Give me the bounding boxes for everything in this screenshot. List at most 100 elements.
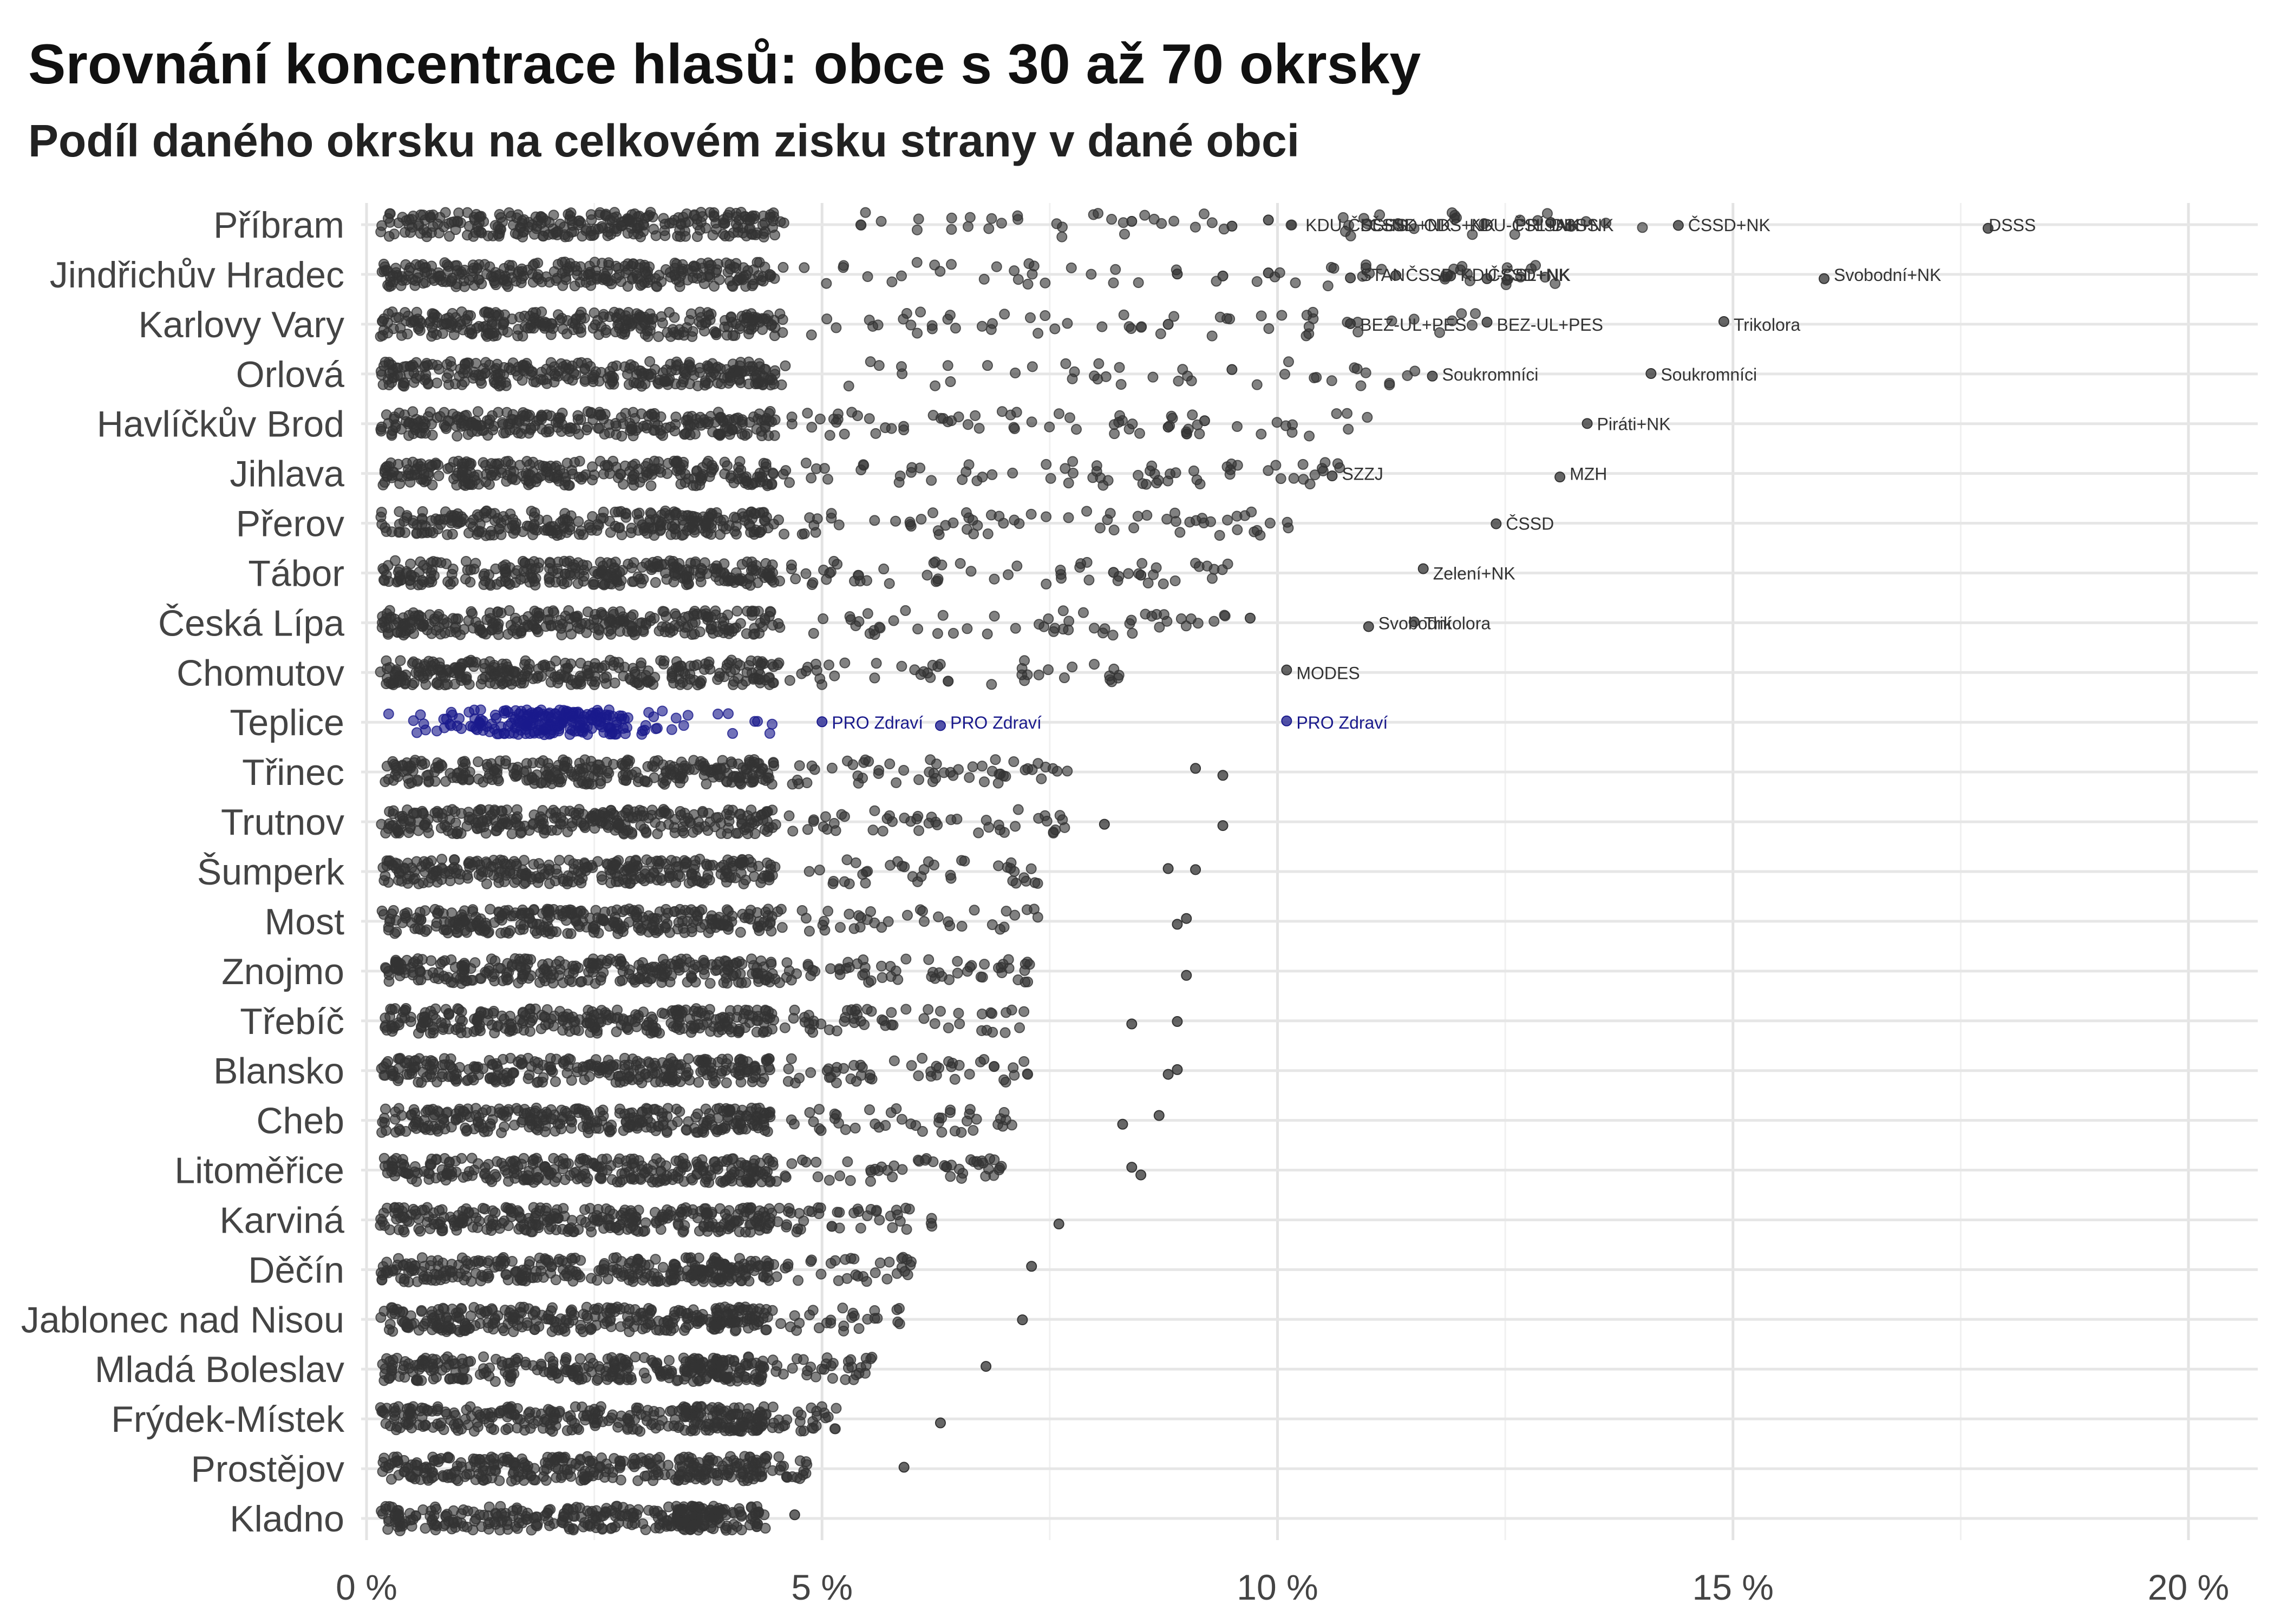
y-tick-label: Litoměřice xyxy=(174,1150,344,1191)
data-point xyxy=(1145,465,1156,476)
data-point xyxy=(451,260,462,271)
data-point xyxy=(390,823,402,834)
data-point xyxy=(527,456,539,468)
data-point xyxy=(826,508,837,519)
data-point xyxy=(948,517,959,528)
data-point xyxy=(636,578,647,589)
data-point xyxy=(1270,460,1282,471)
data-point xyxy=(472,855,483,867)
data-point xyxy=(740,874,752,886)
data-point xyxy=(417,209,429,221)
data-point xyxy=(423,769,434,781)
data-point xyxy=(1219,610,1230,621)
data-point xyxy=(803,926,815,937)
outlier-point xyxy=(1172,269,1183,280)
data-point xyxy=(653,456,664,468)
data-point xyxy=(548,727,559,738)
data-point xyxy=(912,876,923,887)
data-point xyxy=(776,379,787,390)
data-point xyxy=(1206,217,1218,228)
data-point xyxy=(556,623,567,634)
data-point xyxy=(540,271,552,283)
data-point xyxy=(679,815,691,827)
data-point xyxy=(786,411,798,423)
data-point xyxy=(814,414,826,425)
outlier-point xyxy=(1718,316,1729,327)
data-point xyxy=(1123,568,1134,579)
data-point xyxy=(531,376,542,388)
data-point xyxy=(399,409,410,421)
data-point xyxy=(654,809,665,820)
data-point xyxy=(575,658,586,669)
data-point xyxy=(735,618,746,629)
outlier-point xyxy=(1245,612,1256,624)
data-point xyxy=(655,655,666,666)
data-point xyxy=(878,564,890,575)
data-point xyxy=(601,858,612,869)
data-point xyxy=(976,320,988,332)
data-point xyxy=(485,903,496,915)
data-point xyxy=(553,776,564,788)
data-point xyxy=(652,828,663,840)
data-point xyxy=(967,761,978,772)
data-point xyxy=(1307,306,1318,318)
data-point xyxy=(622,369,633,380)
data-point xyxy=(483,479,495,490)
data-point xyxy=(1393,218,1404,229)
outlier-point xyxy=(1281,715,1292,726)
data-point xyxy=(682,710,694,721)
data-point xyxy=(548,607,560,618)
data-point xyxy=(501,407,513,418)
data-point xyxy=(694,366,705,378)
outlier-point xyxy=(1263,214,1274,226)
data-point xyxy=(869,629,880,640)
data-point xyxy=(808,816,819,827)
data-point xyxy=(582,422,593,433)
data-point xyxy=(948,770,959,781)
data-point xyxy=(894,470,906,482)
data-point xyxy=(631,508,643,520)
data-point xyxy=(821,313,833,325)
data-point xyxy=(983,223,995,234)
data-point xyxy=(411,414,422,425)
data-point xyxy=(854,575,866,587)
data-point xyxy=(1093,208,1104,219)
data-point xyxy=(1109,428,1120,440)
data-point xyxy=(926,475,937,486)
data-point xyxy=(587,862,598,873)
data-point xyxy=(547,323,559,334)
data-point xyxy=(727,804,739,816)
data-point xyxy=(755,274,767,286)
data-point xyxy=(459,376,470,388)
data-point xyxy=(1008,756,1020,768)
data-point xyxy=(473,817,484,828)
data-point xyxy=(487,424,499,436)
data-point xyxy=(633,679,645,690)
data-point xyxy=(1033,669,1044,680)
data-point xyxy=(441,664,453,676)
data-point xyxy=(631,222,643,234)
data-point xyxy=(654,858,665,869)
data-point xyxy=(628,361,639,372)
data-point xyxy=(821,278,832,289)
data-point xyxy=(992,777,1004,789)
data-point xyxy=(686,629,697,640)
data-point xyxy=(385,457,396,469)
data-point xyxy=(1025,508,1037,520)
y-tick-label: Třinec xyxy=(242,752,344,793)
data-point xyxy=(427,221,439,232)
data-point xyxy=(1600,218,1611,229)
outlier-point xyxy=(1217,270,1229,281)
data-point xyxy=(510,676,521,687)
data-point xyxy=(611,312,622,323)
data-point xyxy=(583,778,594,789)
data-point xyxy=(383,774,394,785)
data-point xyxy=(493,523,505,535)
data-point xyxy=(1148,213,1160,225)
data-point xyxy=(554,855,565,866)
data-point xyxy=(1173,375,1184,387)
data-point xyxy=(592,708,603,719)
data-point xyxy=(1532,215,1544,226)
data-point xyxy=(640,670,651,681)
data-point xyxy=(880,422,891,434)
